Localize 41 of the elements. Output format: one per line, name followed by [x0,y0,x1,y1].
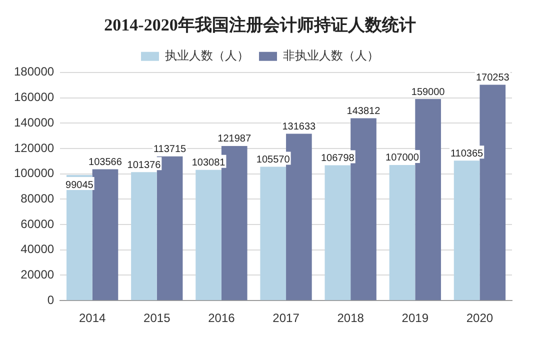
bar [260,166,286,300]
y-tick-label: 160000 [14,90,54,104]
data-label: 99045 [66,180,94,191]
x-tick-label: 2017 [272,311,300,326]
bar [324,165,351,300]
y-tick-label: 60000 [20,216,54,231]
data-label: 131633 [282,121,316,132]
y-tick-label: 100000 [14,166,54,180]
data-label: 103566 [88,157,122,168]
data-label: 170253 [476,72,510,84]
data-label: 121987 [218,134,252,145]
x-tick-label: 2020 [466,311,494,326]
x-tick-label: 2016 [208,311,236,326]
data-label: 143812 [346,106,381,118]
data-label: 107000 [386,152,420,164]
x-tick-label: 2018 [337,311,364,326]
bar [454,160,480,300]
x-tick-label: 2019 [402,311,429,326]
bar [92,169,118,300]
y-tick-label: 20000 [20,268,54,282]
data-label: 159000 [411,86,446,98]
y-tick-label: 80000 [20,191,54,206]
bar [196,170,222,300]
data-label: 103081 [192,158,226,169]
y-tick-label: 0 [47,292,54,307]
bar [131,172,157,300]
data-label: 105570 [256,154,290,166]
data-label: 113715 [153,144,187,156]
y-tick-label: 120000 [14,140,54,155]
y-tick-label: 140000 [14,115,54,130]
data-label: 110365 [450,148,484,160]
legend-label: 非执业人数（人） [283,48,379,63]
bar [389,164,416,300]
x-tick-label: 2015 [144,311,171,326]
data-label: 101376 [127,160,162,171]
legend-label: 执业人数（人） [165,48,249,63]
data-label: 106798 [320,152,355,164]
y-tick-label: 180000 [14,64,54,79]
chart-title: 2014-2020年我国注册会计师持证人数统计 [104,16,416,35]
x-tick-label: 2014 [78,311,106,326]
y-tick-label: 40000 [20,242,54,256]
